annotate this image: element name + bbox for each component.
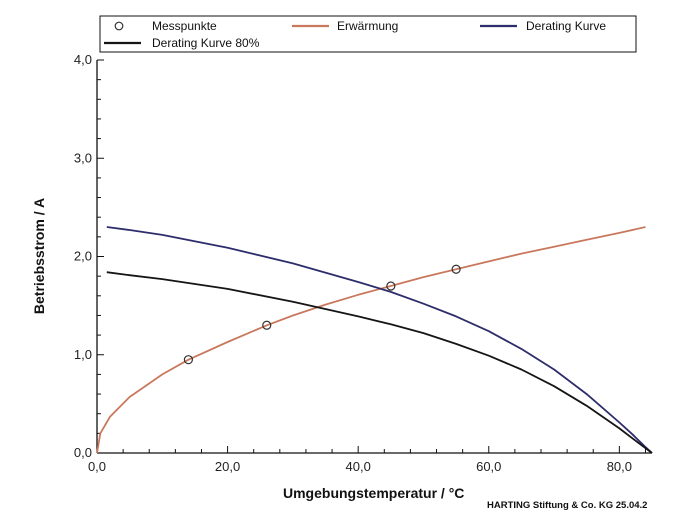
legend: Messpunkte Erwärmung Derating Kurve Dera… <box>99 15 637 53</box>
x-tick-label: 20,0 <box>215 459 240 474</box>
y-axis-title: Betriebsstrom / A <box>31 198 47 314</box>
data-point-messpunkte <box>386 281 396 291</box>
y-tick-label: 4,0 <box>74 52 92 67</box>
series-line-derating-kurve-80 <box>106 271 653 454</box>
legend-label-derating: Derating Kurve <box>526 19 606 33</box>
x-axis <box>96 446 652 454</box>
series-layer <box>96 226 653 454</box>
x-tick-label: 80,0 <box>607 459 632 474</box>
y-tick-label: 3,0 <box>74 150 92 165</box>
footer-copyright: HARTING Stiftung & Co. KG 25.04.2 <box>487 500 647 511</box>
y-tick-label: 2,0 <box>74 249 92 264</box>
data-point-messpunkte <box>262 320 272 330</box>
x-tick-label: 40,0 <box>346 459 371 474</box>
legend-label-messpunkte: Messpunkte <box>152 19 217 33</box>
legend-label-derating-80: Derating Kurve 80% <box>152 36 260 50</box>
legend-label-erwaermung: Erwärmung <box>337 19 398 33</box>
y-tick-labels: 0,0 1,0 2,0 3,0 4,0 <box>74 52 92 460</box>
series-line-erwaermung <box>96 226 646 454</box>
data-point-messpunkte <box>183 355 194 365</box>
y-tick-label: 1,0 <box>74 347 92 362</box>
x-axis-title: Umgebungstemperatur / °C <box>283 485 464 501</box>
y-tick-label: 0,0 <box>74 445 92 460</box>
series-line-derating-kurve <box>106 226 653 454</box>
x-tick-label: 60,0 <box>476 459 501 474</box>
x-tick-labels: 0,0 20,0 40,0 60,0 80,0 <box>88 459 632 474</box>
x-tick-label: 0,0 <box>88 459 106 474</box>
y-axis <box>96 59 104 454</box>
legend-box <box>99 15 637 53</box>
legend-marker-messpunkte <box>114 21 124 31</box>
data-point-messpunkte <box>451 264 461 274</box>
